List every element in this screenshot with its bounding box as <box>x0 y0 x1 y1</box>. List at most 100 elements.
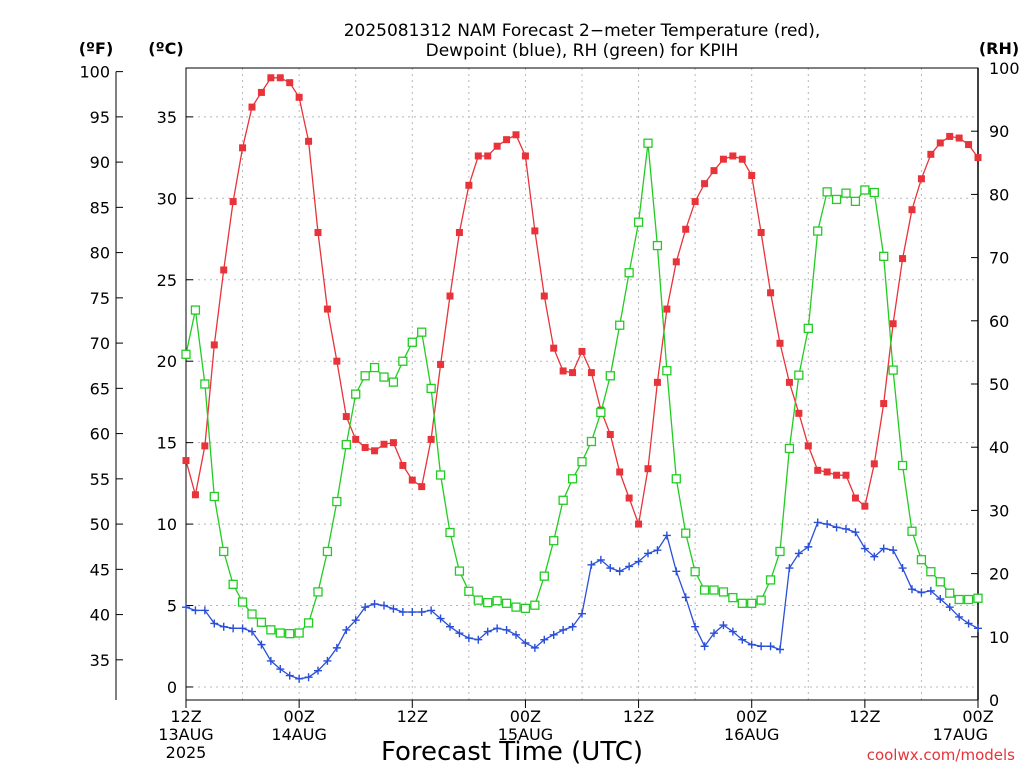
grid-lines <box>186 68 978 700</box>
temperature-point <box>917 175 925 183</box>
temperature-point <box>880 400 888 408</box>
dewpoint-point <box>389 604 398 613</box>
dewpoint-point <box>549 630 558 639</box>
fahrenheit-tick-label: 60 <box>90 425 110 444</box>
celsius-tick-label: 35 <box>157 108 177 127</box>
temperature-point <box>191 491 199 499</box>
rh-point <box>973 593 983 603</box>
temperature-point <box>352 435 360 443</box>
dewpoint-point <box>332 643 341 652</box>
fahrenheit-tick-label: 40 <box>90 606 110 625</box>
dewpoint-point <box>455 629 464 638</box>
data-series <box>181 74 983 683</box>
dewpoint-point <box>785 564 794 573</box>
fahrenheit-tick-label: 65 <box>90 379 110 398</box>
x-tick-label: 16AUG <box>724 725 779 744</box>
rh-point <box>728 592 738 603</box>
temperature-point <box>851 494 859 502</box>
rh-point <box>794 370 804 380</box>
temperature-point <box>286 79 294 87</box>
dewpoint-point <box>747 640 756 649</box>
dewpoint-point <box>653 546 662 555</box>
temperature-point <box>842 471 850 479</box>
dewpoint-point <box>417 608 426 617</box>
fahrenheit-tick-label: 95 <box>90 108 110 127</box>
temperature-point <box>267 74 275 82</box>
x-tick-label: 15AUG <box>498 725 553 744</box>
dewpoint-point <box>625 562 634 571</box>
rh-point <box>492 596 502 606</box>
temperature-point <box>493 142 501 150</box>
dewpoint-point <box>615 567 624 576</box>
dewpoint-point <box>606 564 615 573</box>
rh-point <box>813 226 823 236</box>
temperature-point <box>701 180 709 188</box>
fahrenheit-axis-label: (ºF) <box>79 39 114 58</box>
fahrenheit-tick-label: 90 <box>90 153 110 172</box>
rh-point <box>690 567 700 577</box>
rh-point <box>879 251 889 261</box>
rh-tick-label: 40 <box>989 438 1009 457</box>
chart-footer: Forecast Time (UTC) coolwx.com/models <box>381 737 1015 767</box>
rh-point <box>954 594 964 605</box>
temperature-point <box>239 144 247 152</box>
rh-point <box>822 187 832 197</box>
dewpoint-point <box>559 625 568 634</box>
rh-point <box>501 598 512 608</box>
dewpoint-point <box>728 627 737 636</box>
fahrenheit-tick-label: 85 <box>90 198 110 217</box>
rh-point <box>266 625 276 635</box>
rh-point <box>237 597 248 607</box>
dewpoint-point <box>540 635 549 644</box>
dewpoint-point <box>662 531 671 540</box>
dewpoint-point <box>766 642 775 651</box>
dewpoint-point <box>323 656 332 665</box>
temperature-point <box>220 266 228 274</box>
rh-point <box>671 474 681 484</box>
dewpoint-point <box>898 564 907 573</box>
dewpoint-point <box>276 665 285 674</box>
rh-point <box>718 587 729 597</box>
temperature-point <box>899 255 907 263</box>
dewpoint-point <box>757 642 766 651</box>
dewpoint-point <box>634 557 643 566</box>
rh-point <box>228 579 238 589</box>
chart-title-line2: Dewpoint (blue), RH (green) for KPIH <box>426 41 739 61</box>
temperature-point <box>380 440 388 448</box>
dewpoint-point <box>464 634 473 643</box>
dewpoint-point <box>229 624 238 633</box>
rh-point <box>963 594 974 605</box>
temperature-point <box>229 198 237 206</box>
x-tick-label: 14AUG <box>271 725 326 744</box>
dewpoint-point <box>719 621 728 630</box>
temperature-point <box>804 442 812 450</box>
temperature-point <box>927 150 935 158</box>
x-tick-label: 13AUG <box>158 725 213 744</box>
temperature-point <box>474 152 482 160</box>
rh-point <box>586 436 597 447</box>
dewpoint-point <box>408 608 417 617</box>
dewpoint-point <box>974 624 982 633</box>
celsius-tick-label: 15 <box>157 434 177 453</box>
rh-point <box>445 527 455 538</box>
temperature-point <box>361 444 369 452</box>
dewpoint-point <box>238 624 247 633</box>
rh-point <box>520 603 531 614</box>
rh-point <box>332 496 342 507</box>
rh-point <box>539 571 549 581</box>
x-tick-label: 2025 <box>166 743 207 762</box>
dewpoint-point <box>200 606 209 615</box>
temperature-point <box>823 468 831 476</box>
x-axis-title: Forecast Time (UTC) <box>381 737 643 767</box>
temperature-point <box>748 172 756 180</box>
rh-point <box>605 371 615 381</box>
rh-point <box>407 337 417 347</box>
temperature-point <box>276 74 284 82</box>
rh-point <box>633 217 644 227</box>
rh-point <box>454 566 465 576</box>
rh-point <box>567 474 578 484</box>
fahrenheit-tick-label: 50 <box>90 515 110 534</box>
rh-point <box>681 528 691 538</box>
dewpoint-point <box>851 528 860 537</box>
